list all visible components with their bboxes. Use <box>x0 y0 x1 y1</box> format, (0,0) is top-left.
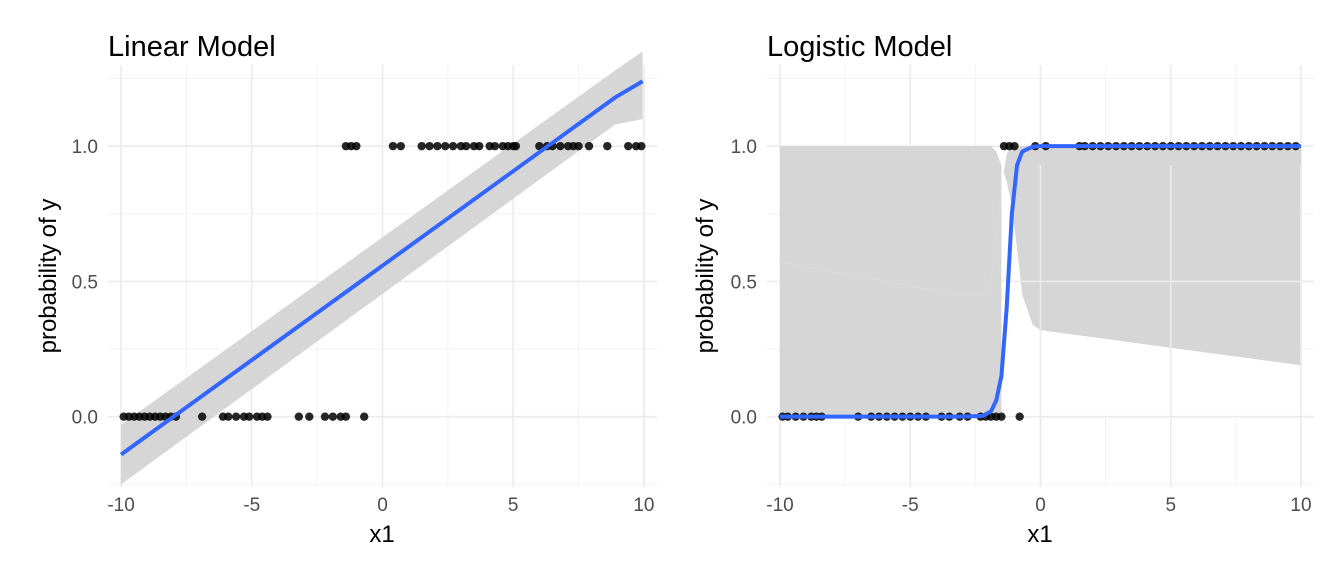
logistic-model-ylabel: probability of y <box>692 199 719 354</box>
data-point <box>352 141 361 151</box>
x-tick-label: -10 <box>107 495 134 516</box>
data-point <box>224 412 233 421</box>
data-point <box>433 141 442 151</box>
data-point <box>305 412 314 421</box>
data-point <box>441 141 450 151</box>
data-point <box>448 141 458 151</box>
linear-model-title: Linear Model <box>108 31 276 63</box>
x-tick-label: 5 <box>508 495 519 516</box>
data-point <box>360 412 369 421</box>
data-point <box>396 141 405 151</box>
logistic-model-panel: -10 -5 0 5 10 0.0 0.5 1.0 Logistic Model x1 prob… <box>692 31 1314 548</box>
data-point <box>244 412 254 421</box>
fitted-line <box>119 79 644 457</box>
data-point <box>197 412 207 421</box>
linear-model-ylabel: probability of y <box>35 199 62 354</box>
x-tick-label: 0 <box>1035 495 1046 516</box>
data-point <box>535 141 544 151</box>
x-tick-label: 0 <box>377 495 388 516</box>
y-tick-label: 0.5 <box>72 272 98 293</box>
data-point <box>997 412 1006 421</box>
y-tick-label: 1.0 <box>731 137 757 158</box>
data-point <box>263 412 272 421</box>
confidence-band-gap <box>1001 165 1301 417</box>
linear-model-plot-area: -10 -5 0 5 10 0.0 0.5 1.0 <box>72 51 657 516</box>
data-point <box>556 141 565 151</box>
x-tick-label: 10 <box>633 495 654 516</box>
data-point <box>320 412 330 421</box>
data-point <box>490 141 500 151</box>
logistic-model-title: Logistic Model <box>767 31 952 63</box>
x-tick-label: -10 <box>766 495 793 516</box>
data-point <box>328 412 338 421</box>
data-point <box>603 141 612 151</box>
data-point <box>294 412 304 421</box>
data-point <box>1010 141 1019 151</box>
data-point <box>637 141 646 151</box>
x-tick-label: 10 <box>1290 495 1311 516</box>
data-point <box>461 141 471 151</box>
data-point <box>231 412 241 421</box>
data-point <box>624 141 633 151</box>
y-tick-label: 0.0 <box>72 408 98 429</box>
logistic-model-plot-area: -10 -5 0 5 10 0.0 0.5 1.0 <box>731 65 1314 516</box>
y-tick-label: 0.5 <box>731 272 757 293</box>
logistic-model-xlabel: x1 <box>1027 521 1052 548</box>
linear-model-panel: -10 -5 0 5 10 0.0 0.5 1.0 Linear Model x1 probab… <box>35 31 657 548</box>
x-tick-label: -5 <box>902 495 919 516</box>
x-tick-label: 5 <box>1165 495 1176 516</box>
y-tick-label: 1.0 <box>72 137 98 158</box>
data-point <box>388 141 398 151</box>
data-point <box>1015 412 1024 421</box>
data-point <box>584 141 594 151</box>
linear-model-xlabel: x1 <box>369 521 394 548</box>
data-point <box>417 141 426 151</box>
data-point <box>574 141 583 151</box>
data-point <box>425 141 434 151</box>
x-tick-label: -5 <box>243 495 260 516</box>
y-tick-label: 0.0 <box>731 408 757 429</box>
data-point <box>341 412 351 421</box>
data-point <box>511 141 521 151</box>
fitted-line <box>780 144 1301 419</box>
data-point <box>475 141 484 151</box>
